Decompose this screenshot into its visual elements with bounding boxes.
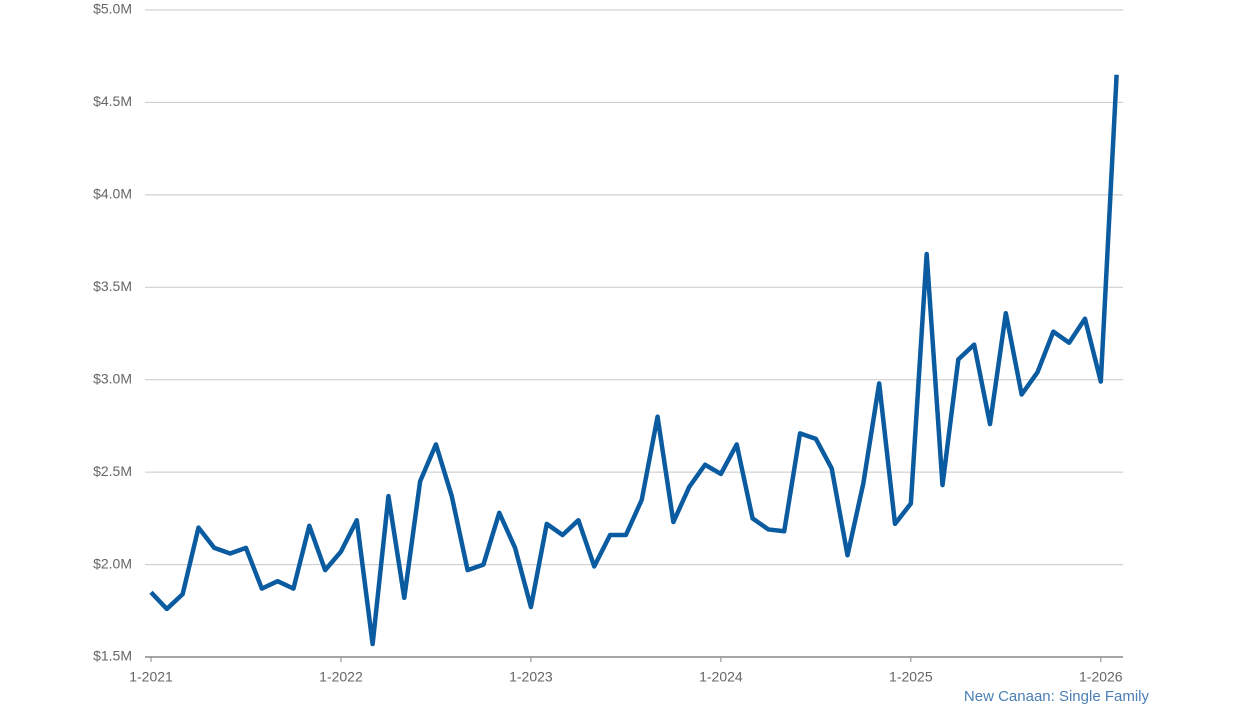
x-tick-label: 1-2021 bbox=[129, 669, 173, 685]
x-tick-label: 1-2025 bbox=[889, 669, 933, 685]
y-tick-label: $4.5M bbox=[93, 93, 132, 109]
y-tick-label: $4.0M bbox=[93, 186, 132, 202]
x-tick-label: 1-2023 bbox=[509, 669, 553, 685]
x-tick-label: 1-2024 bbox=[699, 669, 743, 685]
x-tick-label: 1-2026 bbox=[1079, 669, 1123, 685]
y-tick-label: $3.5M bbox=[93, 278, 132, 294]
y-tick-label: $2.5M bbox=[93, 463, 132, 479]
y-tick-label: $1.5M bbox=[93, 648, 132, 664]
y-tick-label: $2.0M bbox=[93, 555, 132, 571]
data-line bbox=[149, 74, 1119, 647]
y-tick-label: $3.0M bbox=[93, 370, 132, 386]
y-tick-label: $5.0M bbox=[93, 1, 132, 17]
x-tick-label: 1-2022 bbox=[319, 669, 363, 685]
source-note: New Canaan: Single Family bbox=[964, 688, 1150, 705]
